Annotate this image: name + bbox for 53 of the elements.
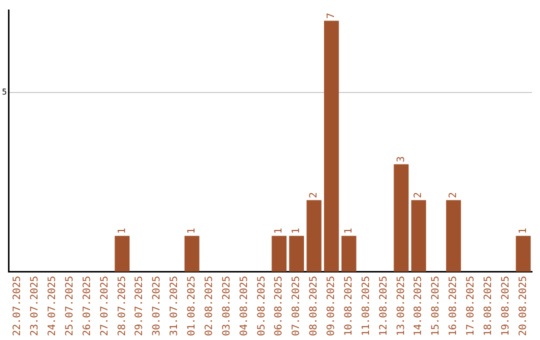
x-tick-label: 20.08.2025 (518, 276, 529, 336)
x-tick-label: 30.07.2025 (152, 276, 163, 336)
y-tick-label: 5 (2, 88, 7, 97)
data-label: 1 (343, 228, 354, 234)
x-tick-label: 08.08.2025 (308, 276, 320, 336)
bar (446, 200, 461, 272)
x-tick-label: 18.08.2025 (482, 276, 494, 336)
data-label: 1 (186, 228, 198, 234)
data-label: 2 (413, 192, 424, 198)
data-label: 1 (291, 228, 302, 234)
x-tick-label: 10.08.2025 (343, 276, 354, 336)
x-tick-label: 05.08.2025 (256, 276, 268, 336)
bar (114, 236, 130, 272)
bar (184, 236, 200, 272)
bar (272, 236, 287, 272)
x-tick-label: 09.08.2025 (326, 276, 338, 336)
x-tick-label: 31.07.2025 (169, 276, 180, 336)
x-tick-label: 24.07.2025 (47, 276, 58, 336)
data-label: 1 (116, 228, 128, 234)
x-tick-label: 04.08.2025 (238, 276, 250, 336)
x-tick-label: 19.08.2025 (500, 276, 512, 336)
x-tick-label: 23.07.2025 (30, 276, 41, 336)
x-tick-label: 17.08.2025 (466, 276, 477, 336)
bar (289, 236, 304, 272)
x-tick-label: 13.08.2025 (396, 276, 407, 336)
bar (516, 236, 531, 272)
x-tick-label: 03.08.2025 (221, 276, 232, 336)
x-tick-label: 28.07.2025 (116, 276, 128, 336)
data-label: 2 (448, 192, 460, 198)
bar (341, 236, 356, 272)
data-label: 7 (326, 12, 338, 19)
data-label: 1 (518, 228, 529, 234)
data-label: 3 (396, 156, 407, 162)
bar (394, 164, 409, 272)
x-tick-label: 15.08.2025 (430, 276, 442, 336)
x-tick-label: 01.08.2025 (186, 276, 198, 336)
bar (306, 200, 322, 272)
data-label: 1 (274, 228, 285, 234)
x-tick-label: 07.08.2025 (291, 276, 302, 336)
x-tick-label: 02.08.2025 (204, 276, 215, 336)
x-tick-label: 25.07.2025 (64, 276, 76, 336)
x-tick-label: 26.07.2025 (82, 276, 93, 336)
x-tick-label: 16.08.2025 (448, 276, 460, 336)
bar (411, 200, 426, 272)
bar (324, 20, 339, 272)
x-tick-label: 29.07.2025 (134, 276, 146, 336)
x-tick-label: 27.07.2025 (99, 276, 110, 336)
data-label: 2 (308, 192, 320, 198)
x-tick-label: 14.08.2025 (413, 276, 424, 336)
x-tick-label: 22.07.2025 (12, 276, 24, 336)
x-tick-label: 12.08.2025 (378, 276, 390, 336)
x-tick-label: 06.08.2025 (274, 276, 285, 336)
x-tick-label: 11.08.2025 (360, 276, 372, 336)
